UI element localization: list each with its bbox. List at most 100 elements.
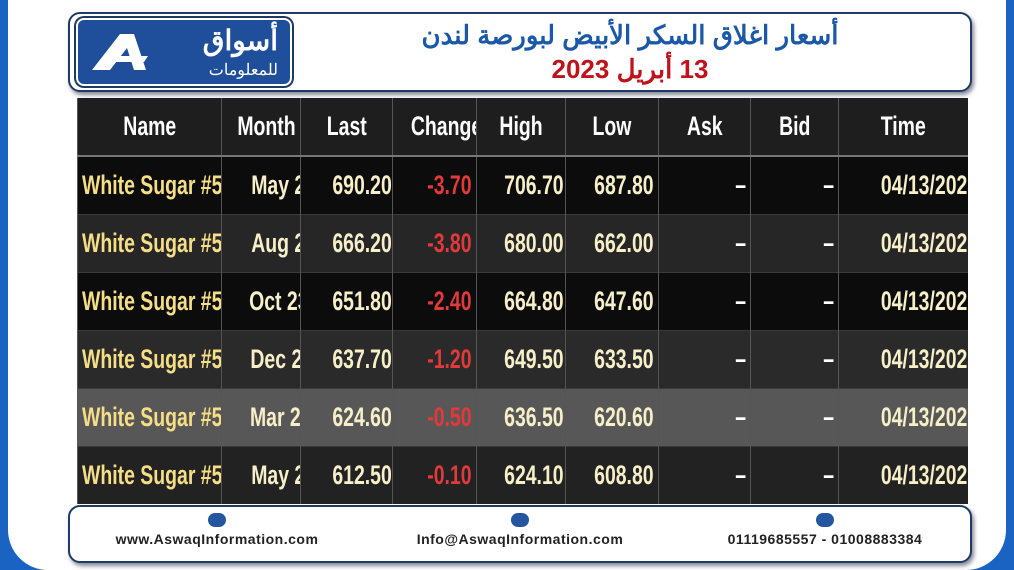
prices-table: Name Month Last Change High Low Ask Bid Time Whi… xyxy=(77,98,968,504)
logo-icon xyxy=(92,34,148,70)
logo-name: أسواق xyxy=(202,25,278,56)
cell-text: – xyxy=(735,228,746,258)
cell-text: 608.80 xyxy=(594,460,654,490)
column-header: Ask xyxy=(658,98,751,157)
logo: أسواق للمعلومات xyxy=(76,18,292,86)
cell: – xyxy=(750,272,839,331)
row: White Sugar #5 May 23 690.20s -3.70 706.70 68… xyxy=(77,155,968,215)
cell-text: White Sugar #5 xyxy=(82,402,222,432)
cell-text: 651.80s xyxy=(332,286,392,316)
cell-text: – xyxy=(735,286,746,316)
cell-text: – xyxy=(735,170,746,200)
column-header: Bid xyxy=(750,98,839,157)
cell-text: – xyxy=(735,460,746,490)
column-header: Month xyxy=(221,98,301,157)
phone: 01119685557 - 01008883384 xyxy=(690,513,960,547)
cell: 620.60 xyxy=(565,388,659,447)
cell: Oct 23 xyxy=(221,272,301,331)
cell: White Sugar #5 xyxy=(77,272,222,331)
cell-text: 633.50 xyxy=(594,344,654,374)
cell: – xyxy=(750,330,839,389)
cell: – xyxy=(750,388,839,447)
column-header-text: Bid xyxy=(778,111,811,141)
cell-text: 620.60 xyxy=(594,402,654,432)
column-header: Change xyxy=(392,98,477,157)
cell: 651.80s xyxy=(300,272,393,331)
cell: – xyxy=(658,330,751,389)
cell-text: White Sugar #5 xyxy=(82,170,222,200)
cell-text: 04/13/2023 xyxy=(880,344,968,374)
cell-text: -3.80 xyxy=(427,228,472,258)
cell-text: Oct 23 xyxy=(249,286,300,316)
cell-text: White Sugar #5 xyxy=(82,228,222,258)
cell: -0.10 xyxy=(392,446,477,504)
cell: Mar 24 xyxy=(221,388,301,447)
cell: 680.00 xyxy=(476,214,566,273)
cell: 666.20s xyxy=(300,214,393,273)
email-text: Info@AswaqInformation.com xyxy=(416,531,624,547)
column-header-text: Time xyxy=(880,111,926,141)
cell-text: May 24 xyxy=(251,460,300,490)
cell-text: – xyxy=(823,460,834,490)
cell: White Sugar #5 xyxy=(77,214,222,273)
column-header-text: Month xyxy=(237,111,296,141)
email: Info@AswaqInformation.com xyxy=(382,513,658,547)
cell: 624.10 xyxy=(476,446,566,504)
row: White Sugar #5 Aug 23 666.20s -3.80 680.00 66… xyxy=(77,214,968,273)
mail-icon xyxy=(511,513,529,527)
footer: www.AswaqInformation.com Info@AswaqInfor… xyxy=(68,505,972,563)
cell-text: May 23 xyxy=(251,170,300,200)
cell-text: White Sugar #5 xyxy=(82,460,222,490)
cell: 04/13/2023 xyxy=(838,330,968,389)
cell-text: 637.70s xyxy=(332,344,392,374)
cell: White Sugar #5 xyxy=(77,330,222,389)
cell-text: 680.00 xyxy=(504,228,564,258)
column-header: Low xyxy=(565,98,659,157)
cell-text: Mar 24 xyxy=(249,402,301,432)
cell: White Sugar #5 xyxy=(77,388,222,447)
cell: 662.00 xyxy=(565,214,659,273)
cell-text: 624.60s xyxy=(332,402,392,432)
cell-text: – xyxy=(823,286,834,316)
column-header-text: Change xyxy=(410,111,477,141)
cell-text: 664.80 xyxy=(504,286,564,316)
phone-text: 01119685557 - 01008883384 xyxy=(727,531,923,547)
cell-text: – xyxy=(823,228,834,258)
cell-text: 04/13/2023 xyxy=(880,170,968,200)
cell: 706.70 xyxy=(476,155,566,215)
title: أسعار اغلاق السكر الأبيض لبورصة لندن xyxy=(421,20,839,50)
cell: Dec 23 xyxy=(221,330,301,389)
cell: 633.50 xyxy=(565,330,659,389)
cell-text: 04/13/2023 xyxy=(880,286,968,316)
cell-text: – xyxy=(735,344,746,374)
cell: 04/13/2023 xyxy=(838,388,968,447)
column-header: Name xyxy=(77,98,222,157)
cell: – xyxy=(750,155,839,215)
cell: -1.20 xyxy=(392,330,477,389)
cell: -3.80 xyxy=(392,214,477,273)
website-text: www.AswaqInformation.com xyxy=(115,531,319,547)
cell: -2.40 xyxy=(392,272,477,331)
cell-text: 706.70 xyxy=(504,170,564,200)
cell: – xyxy=(750,214,839,273)
cell: 690.20s xyxy=(300,155,393,215)
cell-text: 636.50 xyxy=(504,402,564,432)
phone-icon xyxy=(816,513,834,527)
cell: – xyxy=(658,272,751,331)
cell-text: 687.80 xyxy=(594,170,654,200)
cell-text: – xyxy=(735,402,746,432)
cell-text: -1.20 xyxy=(427,344,472,374)
globe-icon xyxy=(208,513,226,527)
column-header: Last xyxy=(300,98,393,157)
cell-text: 649.50 xyxy=(504,344,564,374)
header-row: Name Month Last Change High Low Ask Bid Time xyxy=(77,98,968,157)
column-header: High xyxy=(476,98,566,157)
column-header: Time xyxy=(838,98,968,157)
column-header-text: Low xyxy=(592,111,632,141)
cell-text: 666.20s xyxy=(332,228,392,258)
cell: 636.50 xyxy=(476,388,566,447)
cell: 04/13/2023 xyxy=(838,446,968,504)
cell: 664.80 xyxy=(476,272,566,331)
cell-text: 612.50s xyxy=(332,460,392,490)
